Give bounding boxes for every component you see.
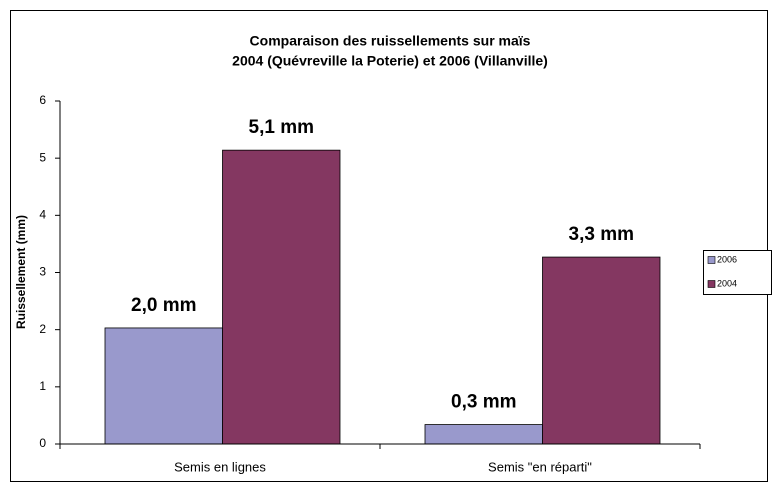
y-axis-label: Ruissellement (mm) [14, 215, 28, 329]
chart-title: Comparaison des ruissellements sur maïs [250, 33, 531, 49]
data-label: 0,3 mm [451, 392, 516, 413]
y-tick-label: 3 [39, 265, 46, 279]
y-tick-label: 6 [39, 93, 46, 107]
y-tick-label: 4 [39, 208, 46, 222]
bar [542, 256, 661, 445]
bar [104, 327, 223, 445]
y-tick-label: 5 [39, 150, 46, 164]
data-label: 5,1 mm [249, 117, 314, 138]
bar [222, 149, 341, 445]
legend-swatch [707, 256, 716, 264]
legend-label: 2006 [717, 254, 737, 264]
legend-swatch [707, 280, 716, 288]
y-tick-label: 1 [39, 379, 46, 393]
y-tick-label: 0 [39, 436, 46, 450]
chart-title: 2004 (Quévreville la Poterie) et 2006 (V… [232, 53, 548, 69]
data-label: 2,0 mm [131, 295, 196, 316]
x-tick-label: Semis en lignes [174, 459, 266, 474]
data-label: 3,3 mm [569, 224, 634, 245]
legend-label: 2004 [717, 278, 737, 288]
x-tick-label: Semis "en réparti" [488, 459, 592, 474]
bar [424, 424, 543, 445]
y-tick-label: 2 [39, 322, 46, 336]
